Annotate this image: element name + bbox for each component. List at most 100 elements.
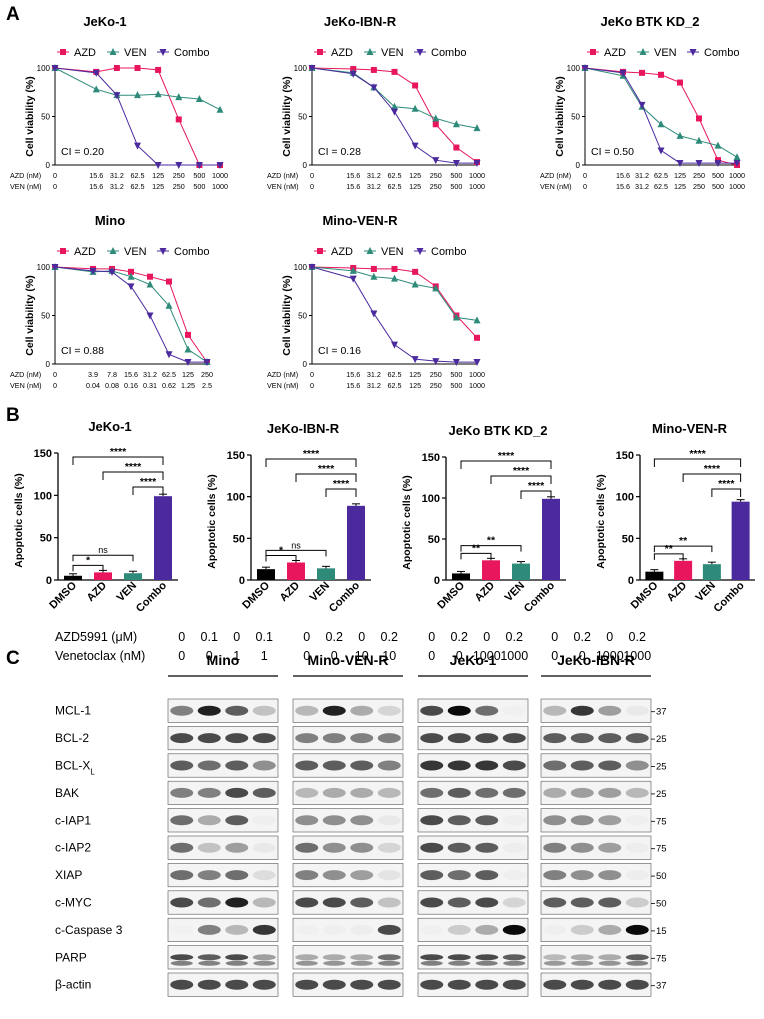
bar-ven	[317, 568, 335, 580]
blot-strip	[417, 753, 529, 778]
blot-band	[502, 815, 526, 826]
dose-value: 1000	[729, 171, 745, 180]
y-tick-label: 50	[571, 113, 580, 122]
marker-ven	[109, 48, 117, 55]
blot-band	[598, 979, 622, 990]
dose-value: 500	[193, 171, 205, 180]
marker-azd	[370, 66, 377, 73]
blot-band	[447, 705, 471, 716]
blot-band	[170, 705, 194, 716]
blot-band	[543, 870, 567, 881]
blot-band	[420, 842, 444, 853]
molecular-weight-marker: 25	[656, 789, 667, 800]
dose-value: 1.25	[181, 381, 195, 390]
blot-band	[295, 760, 319, 771]
blot-band	[170, 842, 194, 853]
y-axis-label: Cell viability (%)	[554, 76, 566, 157]
dose-value: 250	[201, 370, 213, 379]
blot-band-cleaved	[543, 960, 566, 966]
significance-bracket	[460, 552, 492, 560]
marker-combo	[108, 268, 116, 276]
dose-value: 15.6	[89, 182, 103, 191]
x-tick-label: AZD	[665, 580, 690, 605]
series-line-ven	[54, 67, 221, 111]
blot-band	[377, 842, 401, 853]
series-line-ven	[311, 266, 478, 321]
dose-value: 3.9	[88, 370, 98, 379]
marker-azd	[134, 65, 141, 71]
blot-strip	[292, 945, 404, 970]
significance-bracket	[520, 490, 552, 499]
marker-azd	[391, 68, 398, 75]
y-tick-label: 50	[298, 113, 307, 122]
dose-value: 125	[674, 182, 686, 191]
blot-strip	[292, 753, 404, 778]
dose-value: 0.16	[124, 381, 138, 390]
y-tick-label: 50	[40, 533, 52, 545]
ven-dose: 1000	[500, 649, 528, 663]
blot-band	[420, 705, 444, 716]
ven-dose: 0	[456, 649, 463, 663]
blot-band	[197, 979, 221, 990]
blot-band	[377, 787, 401, 798]
ven-dose: 1	[261, 649, 268, 663]
azd-dose: 0.1	[201, 630, 218, 644]
blot-band	[543, 897, 567, 908]
blot-strip	[292, 917, 404, 942]
significance-label: ****	[318, 463, 335, 475]
blot-strip	[540, 890, 652, 915]
ven-dose: 0	[428, 649, 435, 663]
blot-band-cleaved	[626, 960, 649, 966]
blot-band	[420, 870, 444, 881]
blot-strip	[540, 698, 652, 723]
dose-value: 15.6	[89, 171, 103, 180]
marker-ven	[134, 91, 141, 99]
marker-ven	[109, 247, 117, 254]
molecular-weight-marker: 37	[656, 707, 667, 718]
blot-band	[420, 815, 444, 826]
significance-bracket	[72, 564, 104, 572]
marker-ven	[473, 316, 481, 324]
blot-band	[475, 815, 499, 826]
molecular-weight-marker: 75	[656, 953, 667, 964]
protein-label: BCL-XL	[55, 759, 95, 777]
blot-band	[170, 897, 194, 908]
significance-bracket	[460, 545, 522, 552]
dose-value: 0	[583, 182, 587, 191]
marker-azd	[185, 331, 191, 338]
ven-dose: 10	[382, 649, 396, 663]
blot-band	[252, 787, 276, 798]
blot-band	[350, 787, 374, 798]
marker-azd	[474, 334, 480, 341]
blot-band	[350, 733, 374, 744]
marker-azd	[155, 66, 162, 73]
ci-label: CI = 0.16	[318, 345, 361, 357]
bar-combo	[154, 496, 172, 580]
legend-entry: Combo	[174, 47, 209, 59]
blot-strip	[417, 890, 529, 915]
blot-band	[197, 870, 221, 881]
blot-band	[543, 705, 567, 716]
marker-combo	[657, 147, 665, 155]
blot-band	[625, 705, 649, 716]
panel-label-a: A	[6, 4, 20, 25]
dose-value: 0.31	[143, 381, 157, 390]
marker-ven	[391, 102, 398, 110]
dose-value: 15.6	[346, 182, 360, 191]
blot-band-cleaved	[295, 960, 318, 966]
blot-band	[598, 842, 622, 853]
panel-label-c: C	[6, 648, 20, 669]
marker-ven	[733, 153, 741, 161]
azd-dose: 0.2	[451, 630, 468, 644]
blot-band	[447, 924, 471, 935]
marker-ven	[411, 280, 419, 288]
blot-band	[598, 924, 622, 935]
blot-band	[225, 787, 249, 798]
x-tick-label: VEN	[503, 580, 528, 605]
y-tick-label: 50	[41, 113, 50, 122]
blot-band	[252, 924, 276, 935]
marker-combo	[134, 142, 141, 150]
blot-band	[502, 842, 526, 853]
